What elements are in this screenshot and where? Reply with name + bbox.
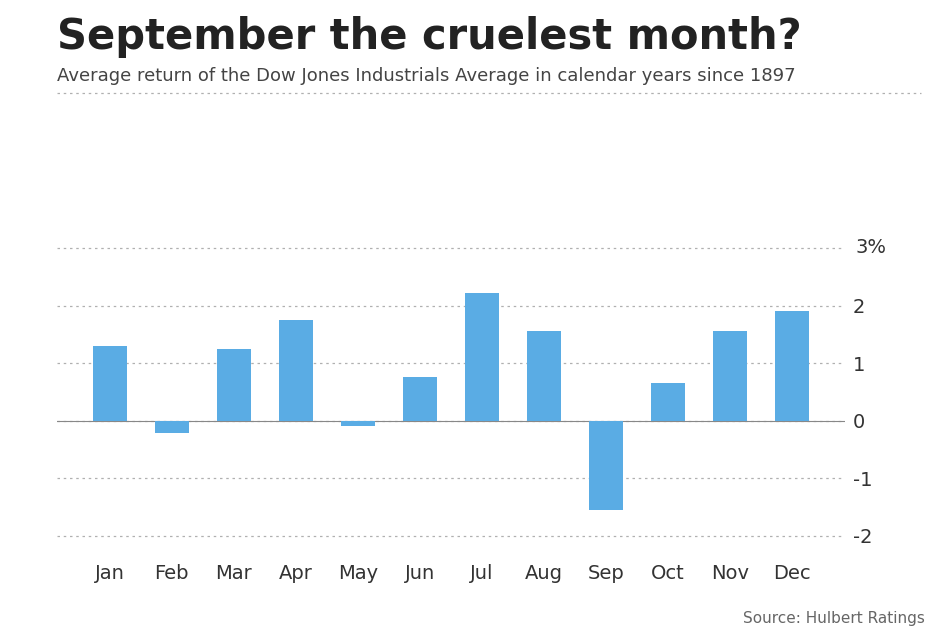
Bar xyxy=(713,332,747,420)
Text: Source: Hulbert Ratings: Source: Hulbert Ratings xyxy=(743,612,925,626)
Bar xyxy=(341,420,375,426)
Text: September the cruelest month?: September the cruelest month? xyxy=(57,16,802,58)
Bar xyxy=(588,420,623,510)
Bar xyxy=(774,311,809,420)
Bar xyxy=(216,349,251,420)
Bar xyxy=(465,293,499,420)
Bar xyxy=(402,378,437,420)
Bar xyxy=(279,320,313,420)
Bar xyxy=(527,332,561,420)
Text: Average return of the Dow Jones Industrials Average in calendar years since 1897: Average return of the Dow Jones Industri… xyxy=(57,67,795,85)
Bar xyxy=(155,420,189,433)
Text: 3%: 3% xyxy=(856,238,886,258)
Bar xyxy=(93,346,127,420)
Bar xyxy=(651,383,685,420)
